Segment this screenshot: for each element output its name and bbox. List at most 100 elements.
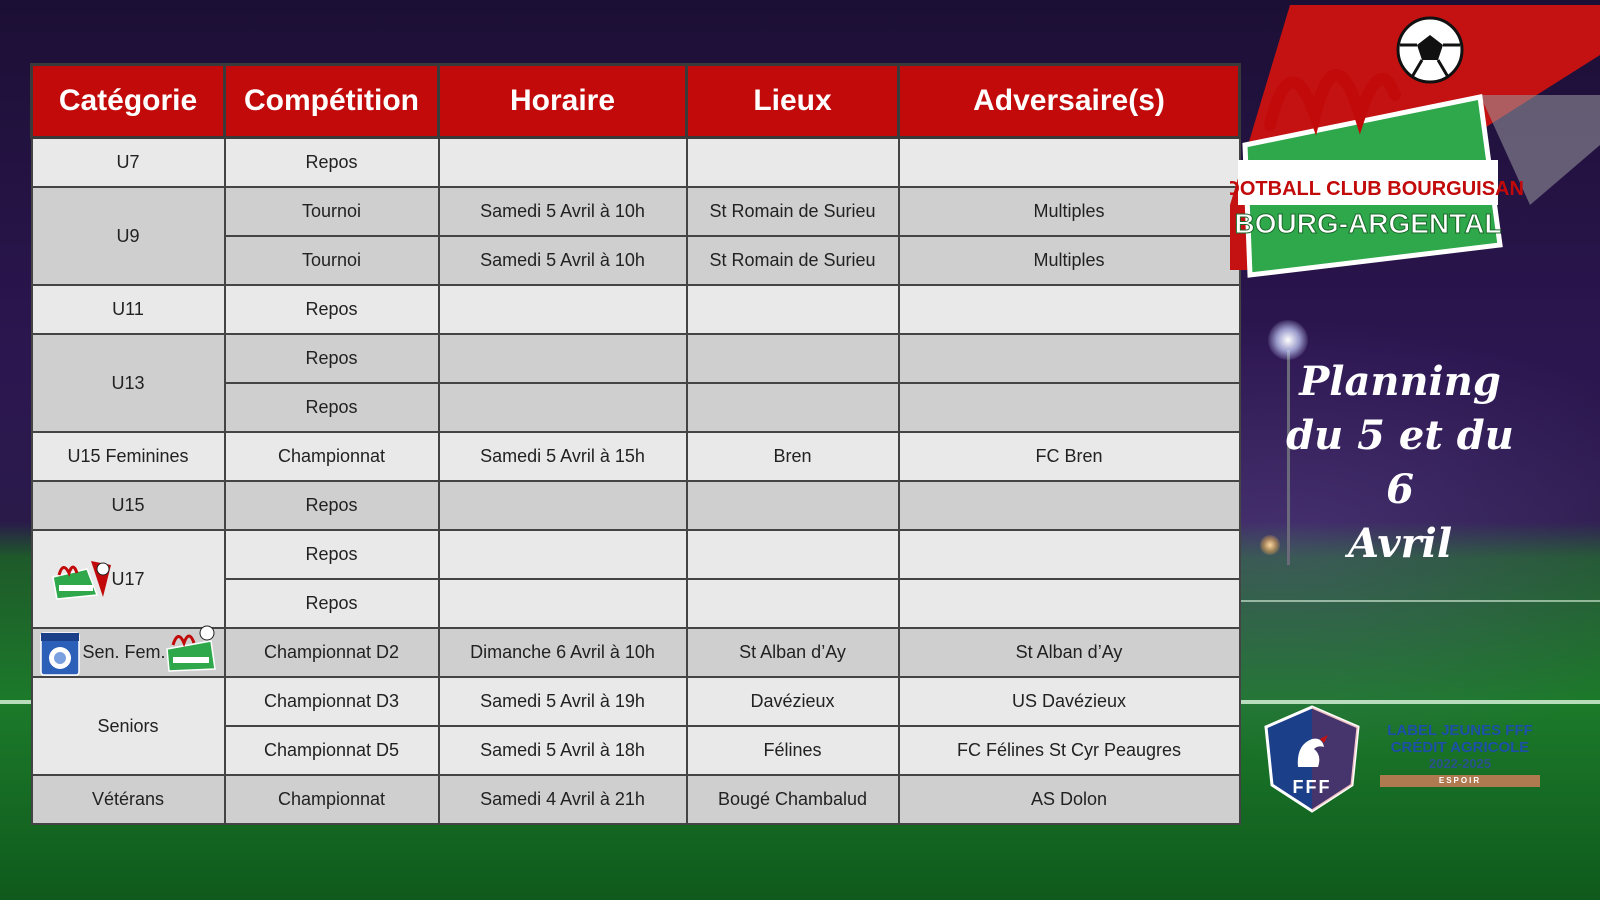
planning-line: du 5 et du 6 [1286,412,1514,513]
club-crest-icon [51,561,111,600]
competition-cell: Repos [223,480,440,531]
category-cell: U7 [30,136,226,188]
place-cell [685,382,900,433]
category-cell: U13 [30,333,226,433]
competition-cell: Repos [223,382,440,433]
planning-title: Planning du 5 et du 6 Avril [1270,355,1530,571]
column-header-competition: Compétition [223,63,440,139]
fff-text: FFF [1293,777,1332,797]
table-row: Repos [32,382,1241,433]
time-cell [437,480,688,531]
competition-cell: Championnat D2 [223,627,440,678]
category-label: Sen. Fem. [82,642,166,662]
label-line: 2022-2025 [1428,756,1492,771]
place-cell [685,529,900,580]
competition-cell: Championnat D5 [223,725,440,776]
place-cell [685,333,900,384]
category-cell: Vétérans [30,774,226,825]
column-header-time: Horaire [437,63,688,139]
place-cell: Félines [685,725,900,776]
place-cell: Bougé Chambalud [685,774,900,825]
opponent-cell: St Alban d’Ay [897,627,1241,678]
table-row: U15 Repos [30,480,1241,531]
competition-cell: Repos [223,333,440,384]
club-crest-icon [165,625,216,672]
table-row: Championnat D5 Samedi 5 Avril à 18h Féli… [32,725,1241,776]
table-row: U11 Repos [30,284,1241,335]
floodlight-pole [1287,350,1290,565]
club-city: BOURG-ARGENTAL [1234,208,1501,239]
label-line: CRÉDIT AGRICOLE [1390,739,1530,756]
table-row: Seniors Championnat D3 Samedi 5 Avril à … [30,676,1241,776]
category-cell: Sen. Fem. [30,625,226,678]
place-cell: St Alban d’Ay [685,627,900,678]
competition-cell: Repos [223,136,440,188]
table-row: U9 Tournoi Samedi 5 Avril à 10h St Romai… [30,186,1241,286]
opponent-cell [897,333,1241,384]
place-cell: St Romain de Surieu [685,235,900,286]
opponent-cell: US Davézieux [897,676,1241,727]
column-header-opponents: Adversaire(s) [897,63,1241,139]
club-logo: FOOTBALL CLUB BOURGUISAN BOURG-ARGENTAL [1230,5,1600,278]
floodlight [1260,535,1280,555]
place-cell: Bren [685,431,900,482]
opponent-cell [897,480,1241,531]
time-cell: Samedi 5 Avril à 10h [437,186,688,237]
time-cell [437,136,688,188]
label-line: LABEL JEUNES FFF [1387,722,1533,739]
place-cell [685,480,900,531]
table-row: Tournoi Samedi 5 Avril à 10h St Romain d… [32,235,1241,286]
header-row: Catégorie Compétition Horaire Lieux Adve… [30,63,1241,139]
competition-cell: Repos [223,578,440,629]
column-header-category: Catégorie [30,63,226,139]
competition-cell: Championnat D3 [223,676,440,727]
time-cell: Samedi 5 Avril à 19h [437,676,688,727]
column-header-place: Lieux [685,63,900,139]
opponent-cell [897,382,1241,433]
table-row: Repos [32,578,1241,629]
planning-line: Avril [1347,520,1453,567]
time-cell [437,529,688,580]
partner-crest-icon [39,632,80,676]
fff-badge-icon: FFF [1264,705,1360,813]
schedule-table: Catégorie Compétition Horaire Lieux Adve… [30,63,1241,825]
category-cell: U11 [30,284,226,335]
opponent-cell [897,578,1241,629]
time-cell: Samedi 5 Avril à 15h [437,431,688,482]
table-row: Vétérans Championnat Samedi 4 Avril à 21… [30,774,1241,825]
label-jeunes: LABEL JEUNES FFF CRÉDIT AGRICOLE 2022-20… [1380,722,1540,787]
category-cell: U15 Feminines [30,431,226,482]
competition-cell: Championnat [223,774,440,825]
time-cell: Samedi 5 Avril à 18h [437,725,688,776]
opponent-cell: FC Bren [897,431,1241,482]
category-cell: U17 [30,529,226,629]
opponent-cell [897,136,1241,188]
club-name: FOOTBALL CLUB BOURGUISAN [1230,178,1524,200]
opponent-cell: Multiples [897,235,1241,286]
pitch-line [1230,600,1600,602]
competition-cell: Tournoi [223,235,440,286]
category-cell: U15 [30,480,226,531]
time-cell [437,578,688,629]
planning-line: Planning [1299,358,1501,405]
time-cell: Samedi 5 Avril à 10h [437,235,688,286]
category-cell: U9 [30,186,226,286]
competition-cell: Tournoi [223,186,440,237]
table-row: Sen. Fem. Championnat D2 Dimanche 6 Avri… [30,625,1241,678]
place-cell: Davézieux [685,676,900,727]
table-row: U17 Repos [30,529,1241,629]
time-cell: Samedi 4 Avril à 21h [437,774,688,825]
floodlight [1268,320,1308,360]
competition-cell: Repos [223,529,440,580]
opponent-cell: FC Félines St Cyr Peaugres [897,725,1241,776]
table-row: U7 Repos [30,136,1241,188]
competition-cell: Championnat [223,431,440,482]
place-cell: St Romain de Surieu [685,186,900,237]
time-cell [437,284,688,335]
opponent-cell: Multiples [897,186,1241,237]
category-label: U17 [111,568,145,589]
opponent-cell: AS Dolon [897,774,1241,825]
time-cell [437,333,688,384]
opponent-cell [897,529,1241,580]
place-cell [685,578,900,629]
